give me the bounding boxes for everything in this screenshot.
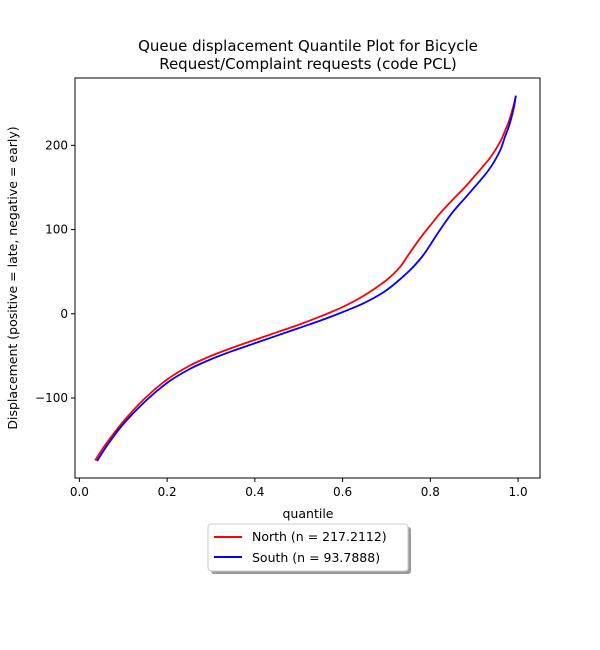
legend: North (n = 217.2112) South (n = 93.7888) (207, 523, 411, 574)
series-layer (94, 95, 517, 462)
x-tick-label: 0.4 (245, 485, 264, 499)
legend-box (207, 523, 409, 572)
series-line-north (94, 95, 517, 461)
x-tick-label: 0.8 (421, 485, 440, 499)
plot-frame (74, 77, 541, 479)
y-tick-label: −100 (35, 391, 68, 405)
x-tick-label: 1.0 (509, 485, 528, 499)
y-tick-label: 100 (45, 223, 68, 237)
legend-label-north: North (n = 217.2112) (252, 529, 387, 544)
x-axis: 0.0 0.2 0.4 0.6 0.8 1.0 (70, 478, 528, 499)
chart-title-line-2: Request/Complaint requests (code PCL) (159, 55, 457, 73)
legend-label-south: South (n = 93.7888) (252, 550, 380, 565)
series-line-south (96, 95, 517, 462)
x-tick-label: 0.6 (333, 485, 352, 499)
x-tick-label: 0.2 (158, 485, 177, 499)
chart-title-line-1: Queue displacement Quantile Plot for Bic… (138, 37, 478, 55)
y-axis: −100 0 100 200 (35, 138, 75, 405)
y-tick-label: 200 (45, 138, 68, 152)
x-axis-title: quantile (283, 506, 334, 521)
y-axis-title: Displacement (positive = late, negative … (5, 126, 20, 429)
y-tick-label: 0 (60, 307, 68, 321)
x-tick-label: 0.0 (70, 485, 89, 499)
